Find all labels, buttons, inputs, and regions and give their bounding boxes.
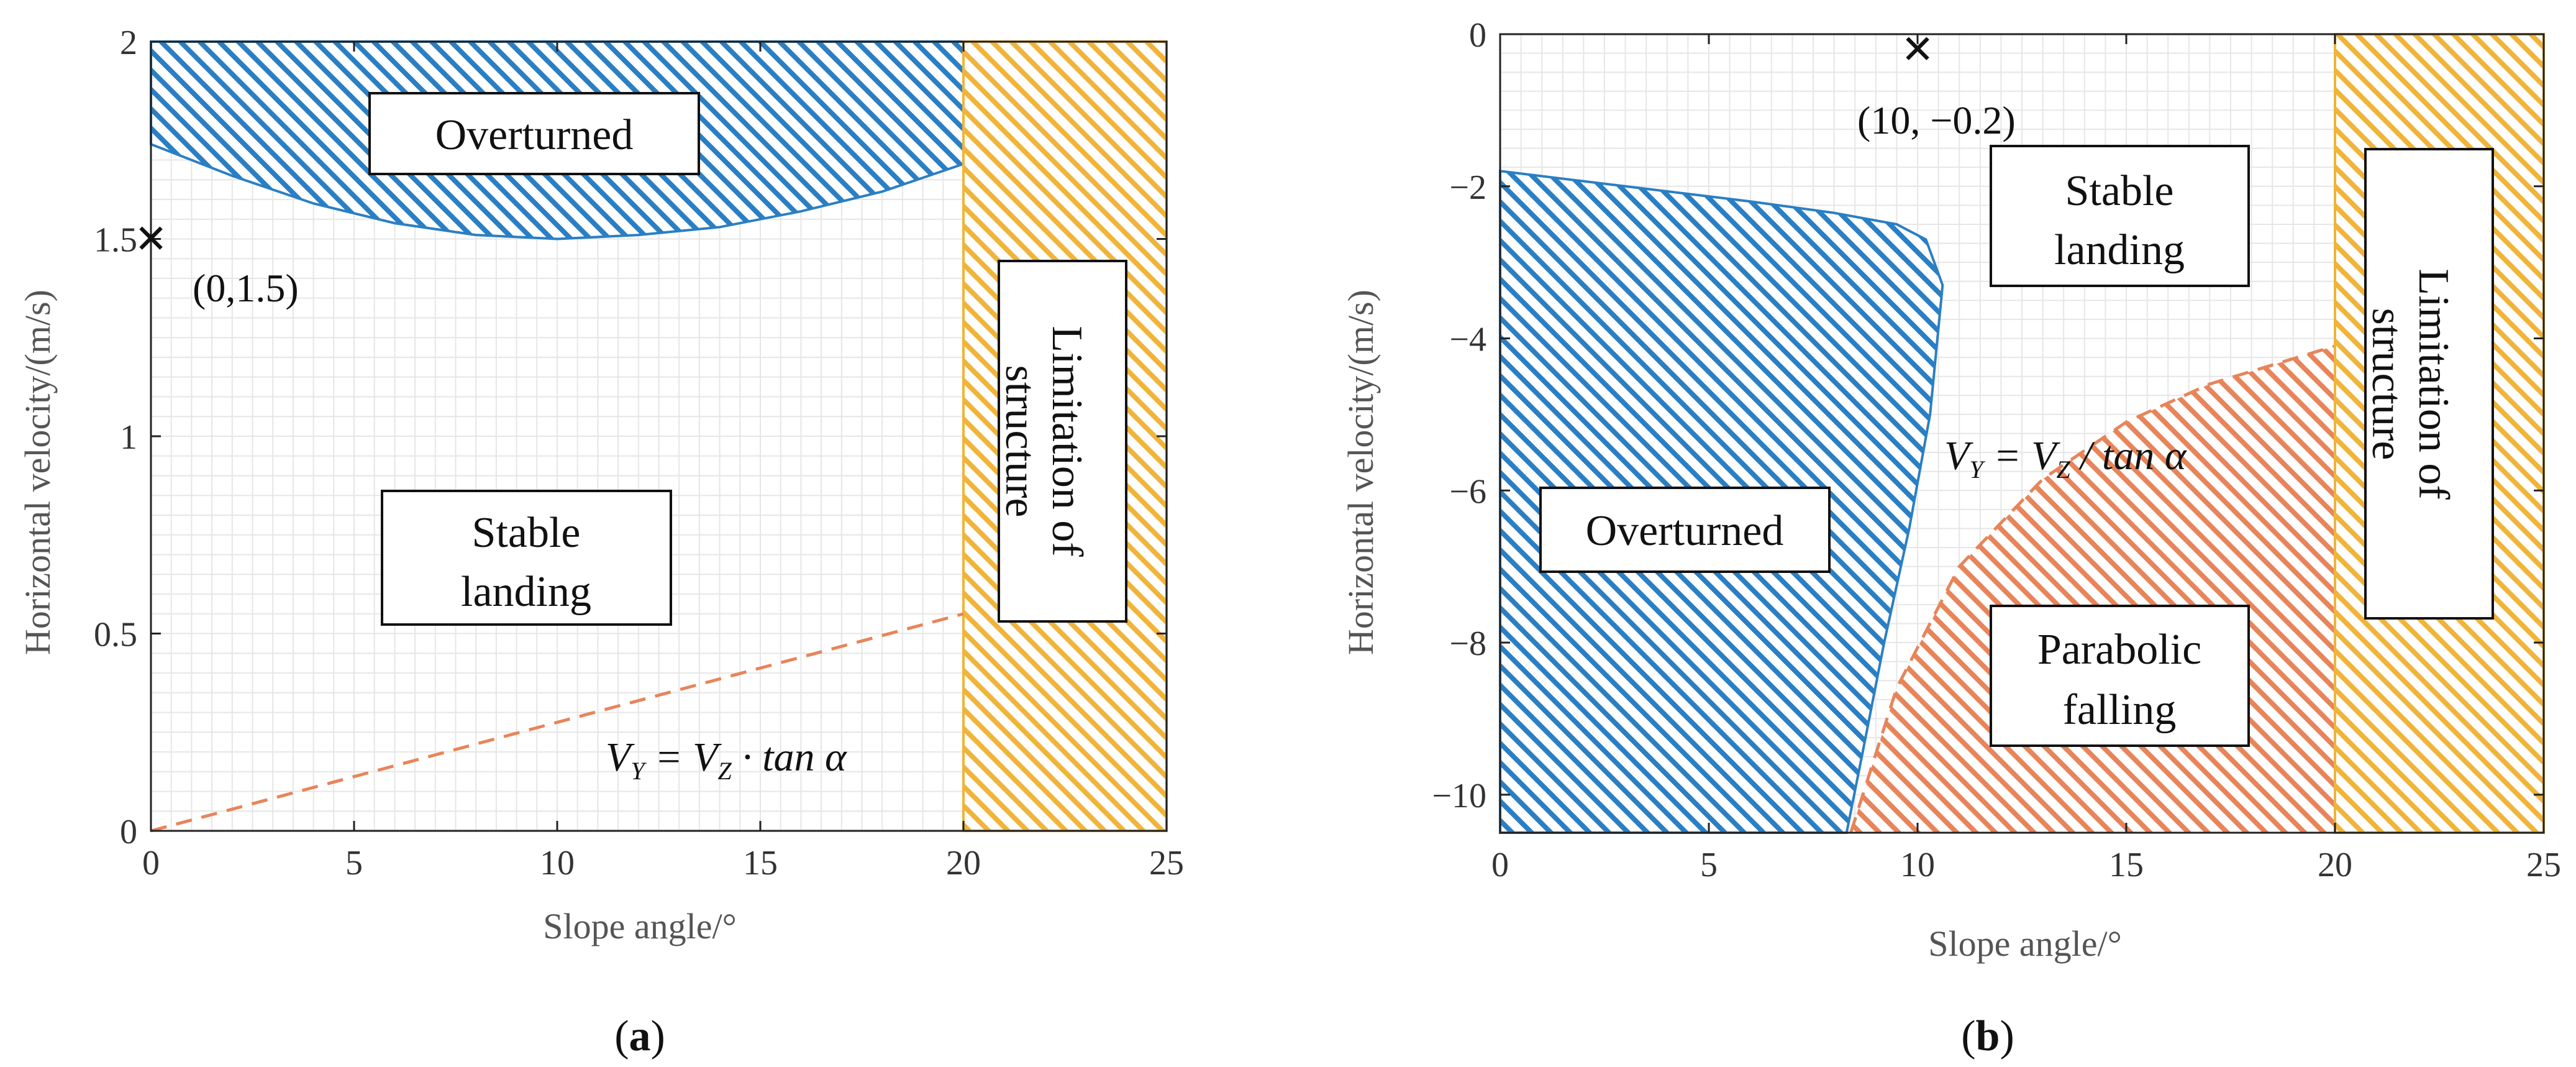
limitation-label-box: Limitation of structure (996, 260, 1127, 623)
panel-a: 0 5 10 15 20 25 0 0.5 1 1.5 2 Overturned Stable l… (17, 24, 1184, 1060)
y-tick-label: 0.5 (94, 616, 137, 654)
equation-label: VY = VZ · tan α (606, 735, 847, 785)
panel-a-y-ticks: 0 0.5 1 1.5 2 (94, 24, 1167, 851)
stable-landing-label-box: Stable landing (1990, 145, 2250, 287)
dashed-boundary-line (150, 612, 964, 833)
panel-a-x-ticks: 0 5 10 15 20 25 (142, 42, 1184, 882)
panel-b-x-axis-label: Slope angle/° (1928, 923, 2122, 964)
panel-b-x-ticks: 0 5 10 15 20 25 (1491, 34, 2561, 884)
overturned-label: Overturned (435, 111, 634, 159)
stable-label-line1: Stable (2065, 167, 2174, 215)
panel-a-x-axis-label: Slope angle/° (543, 906, 737, 946)
x-tick-label: 15 (2109, 846, 2144, 884)
stable-landing-label-box: Stable landing (381, 490, 672, 626)
x-tick-label: 0 (142, 844, 160, 882)
x-tick-label: 15 (743, 844, 778, 882)
limitation-label-line1: Limitation of (1043, 326, 1091, 557)
y-tick-label: 1 (120, 418, 137, 457)
x-tick-label: 20 (2318, 846, 2352, 884)
x-tick-label: 5 (1700, 846, 1718, 884)
x-tick-label: 25 (1149, 844, 1184, 882)
y-tick-label: 0 (120, 813, 137, 851)
x-tick-label: 20 (946, 844, 981, 882)
x-tick-label: 25 (2526, 846, 2561, 884)
y-tick-label: −8 (1449, 625, 1486, 663)
y-tick-label: −6 (1449, 472, 1486, 511)
y-tick-label: −2 (1449, 168, 1486, 207)
parabolic-falling-label-box: Parabolic falling (1990, 605, 2250, 747)
dashed-boundary-line (1849, 344, 2336, 833)
x-tick-label: 5 (345, 844, 363, 882)
limitation-label-line1: Limitation of (2410, 268, 2457, 500)
limitation-label-box: Limitation of structure (2363, 148, 2494, 620)
y-tick-label: 2 (120, 24, 137, 62)
marker-coordinate-label: (10, −0.2) (1857, 98, 2016, 142)
equation-label: VY = VZ / tan α (1944, 433, 2187, 483)
limitation-label-line2: structure (996, 365, 1044, 518)
overturned-label-box: Overturned (368, 92, 700, 175)
panel-b-y-ticks: 0 −2 −4 −6 −8 −10 (1432, 16, 2544, 815)
overturned-label: Overturned (1586, 507, 1784, 555)
parabolic-label-line1: Parabolic (2037, 626, 2201, 674)
panel-a-caption: (a) (614, 1012, 665, 1060)
data-point-marker: ✕ (134, 218, 168, 262)
stable-label-line2: landing (461, 568, 591, 616)
y-tick-label: 0 (1469, 16, 1486, 55)
panel-b: 0 5 10 15 20 25 0 −2 −4 −6 −8 −10 ✕ (10, −0.2) Sta… (1340, 16, 2561, 1060)
x-tick-label: 0 (1491, 846, 1509, 884)
y-tick-label: −4 (1449, 321, 1486, 359)
panel-b-frame (1499, 33, 2545, 834)
stable-label-line1: Stable (472, 509, 581, 557)
data-point-marker: ✕ (1901, 27, 1934, 71)
marker-coordinate-label: (0,1.5) (193, 266, 299, 310)
overturned-label-box: Overturned (1539, 487, 1831, 573)
panel-a-y-axis-label: Horizontal velocity/(m/s) (17, 290, 58, 655)
panel-b-y-axis-label: Horizontal velocity/(m/s) (1340, 290, 1381, 655)
parabolic-label-line2: falling (2063, 686, 2177, 734)
x-tick-label: 10 (1900, 846, 1935, 884)
stable-label-line2: landing (2054, 226, 2185, 274)
y-tick-label: 1.5 (94, 221, 137, 260)
y-tick-label: −10 (1432, 777, 1486, 815)
x-tick-label: 10 (540, 844, 575, 882)
panel-b-caption: (b) (1961, 1012, 2014, 1060)
limitation-label-line2: structure (2363, 308, 2411, 460)
